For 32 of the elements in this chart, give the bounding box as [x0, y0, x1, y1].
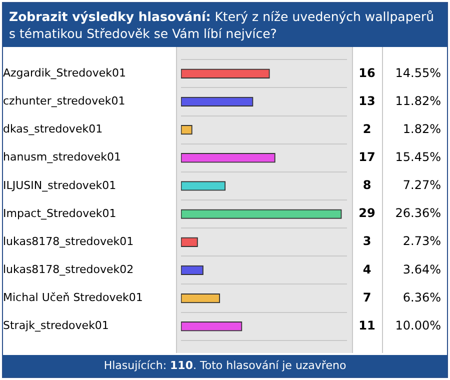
data-label: 8: [362, 178, 372, 192]
y-tick-label: lukas8178_stredovek02: [3, 263, 134, 276]
y-tick-label: Strajk_stredovek01: [3, 319, 109, 332]
text: 26.36%: [395, 206, 441, 220]
text: 2.73%: [402, 234, 441, 248]
y-tick-label: ILJUSIN_stredovek01: [3, 178, 116, 192]
data-label: 17: [358, 150, 376, 164]
chart-title: Zobrazit výsledky hlasování: Který z níže uvedených wallpaperů s tématikou Středověk se Vám líbí nejvíce?: [3, 3, 447, 47]
text: 7.27%: [402, 178, 441, 192]
y-tick-label: Azgardik_Stredovek01: [3, 66, 126, 80]
data-label: 13: [358, 94, 376, 108]
text: 14.55%: [395, 66, 441, 80]
text: 1.82%: [402, 122, 441, 136]
text: 6.36%: [402, 290, 441, 304]
text: 3.64%: [402, 262, 441, 276]
y-tick-label: Michal Učeň Stredovek01: [3, 291, 143, 304]
text: 15.45%: [395, 150, 441, 164]
data-label: 16: [358, 66, 376, 80]
y-tick-label: dkas_stredovek01: [3, 122, 103, 136]
data-label: 29: [358, 206, 376, 220]
data-label: 3: [362, 234, 372, 248]
text: 11.82%: [395, 94, 441, 108]
text: Hlasujících: 110. Toto hlasování je uzavřeno: [3, 355, 447, 377]
data-label: 11: [358, 318, 376, 332]
y-tick-label: hanusm_stredovek01: [3, 150, 122, 164]
y-tick-label: Impact_Stredovek01: [3, 206, 116, 220]
y-tick-label: lukas8178_stredovek01: [3, 234, 134, 248]
data-label: 2: [362, 122, 372, 136]
data-label: 7: [362, 290, 372, 304]
data-label: 4: [362, 262, 372, 276]
y-tick-label: czhunter_stredovek01: [3, 94, 126, 108]
text: 10.00%: [395, 318, 441, 332]
